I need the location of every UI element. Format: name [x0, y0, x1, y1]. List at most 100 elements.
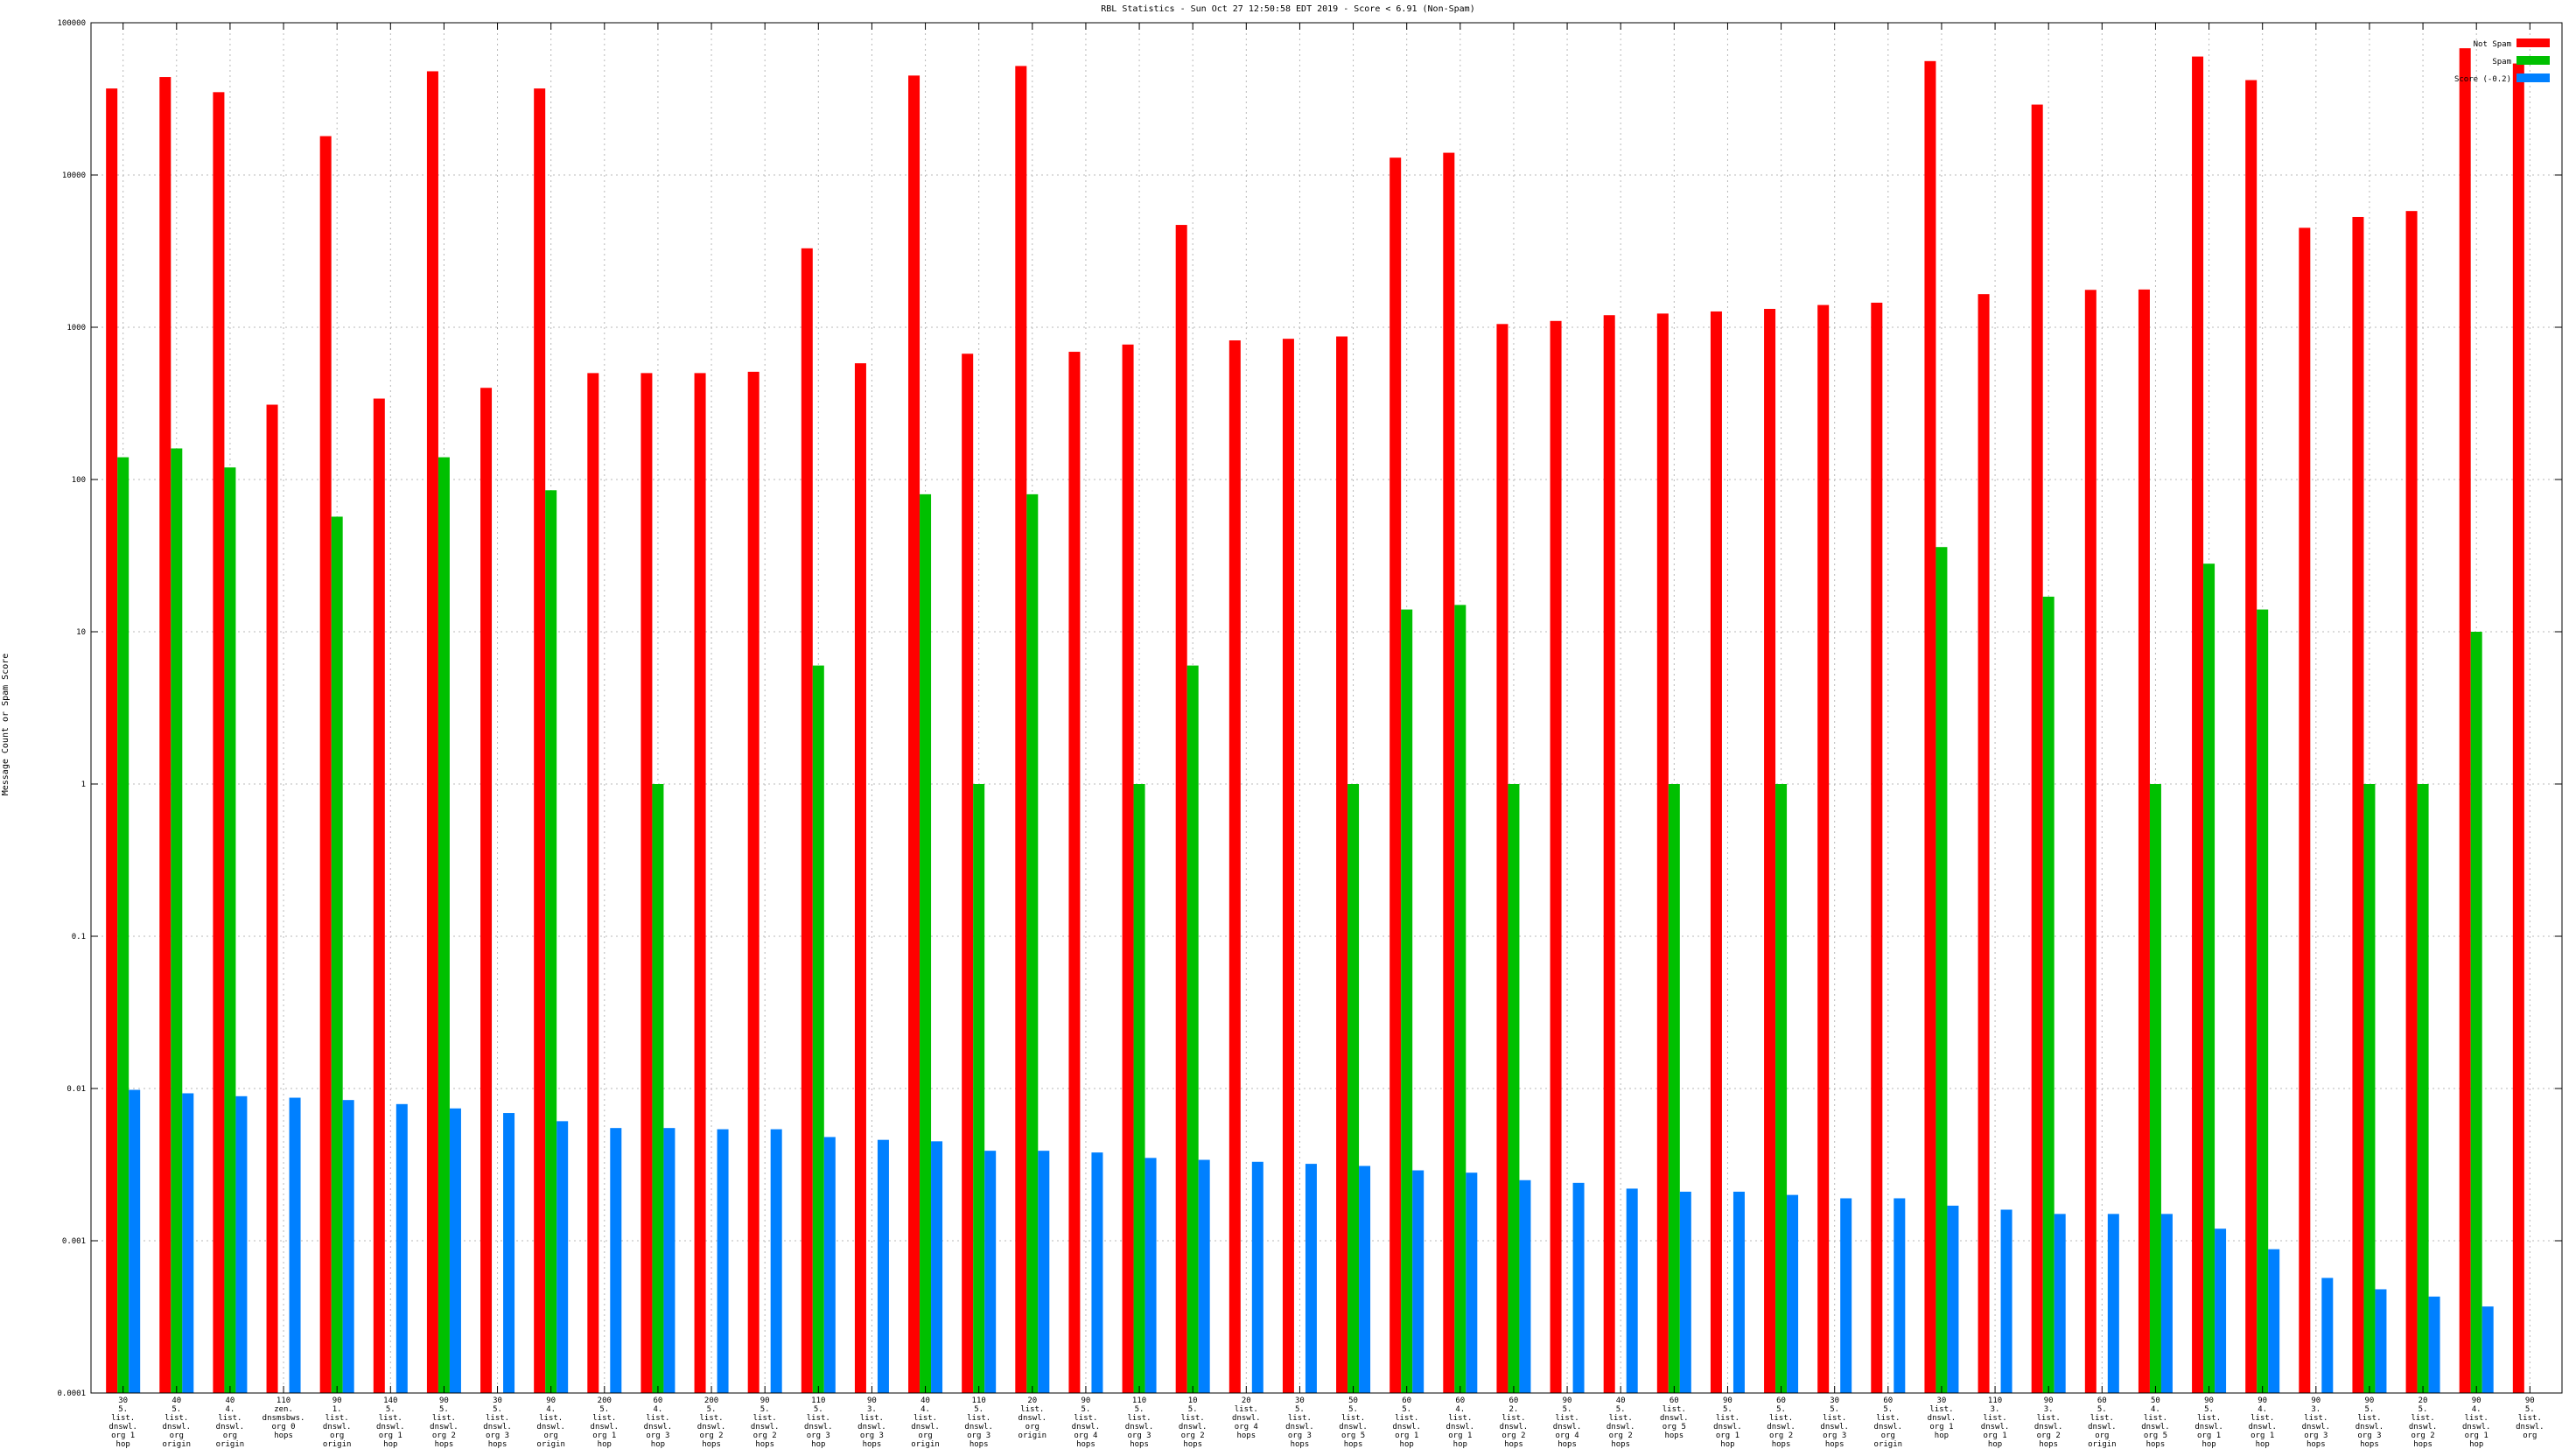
legend-label: Score (-0.2) — [2454, 75, 2511, 84]
x-category-label: 110 zen. dnsmsbws. org 0 hops — [262, 1396, 305, 1440]
x-category-label: 110 5. list. dnswl. org 3 hops — [964, 1396, 993, 1449]
x-category-label: 110 5. list. dnswl. org 3 hops — [1125, 1396, 1154, 1449]
bar-not-spam — [1496, 324, 1508, 1394]
bar-not-spam — [426, 71, 438, 1394]
x-category-label: 60 list. dnswl. org 5 hops — [1660, 1396, 1689, 1440]
bar-score-0-2 — [1466, 1172, 1478, 1393]
bar-spam — [1348, 784, 1360, 1393]
x-axis-ticks: 30 5. list. dnswl. org 1 hop 40 5. list. dnswl. or… — [108, 23, 2544, 1449]
bar-score-0-2 — [1732, 1191, 1745, 1393]
x-category-label: 90 4. list. dnswl. org origin — [536, 1396, 565, 1449]
x-category-label: 90 5. list. dnswl. org 2 hops — [430, 1396, 458, 1449]
bar-score-0-2 — [556, 1121, 569, 1393]
x-category-label: 60 4. list. dnswl. org 1 hop — [1446, 1396, 1475, 1449]
bar-score-0-2 — [1038, 1151, 1050, 1393]
bar-spam — [2203, 564, 2216, 1393]
x-category-label: 90 1. list. dnswl. org origin — [323, 1396, 352, 1449]
bar-not-spam — [319, 136, 332, 1394]
bar-score-0-2 — [823, 1137, 836, 1393]
x-category-label: 40 4. list. dnswl. org origin — [216, 1396, 245, 1449]
bar-score-0-2 — [1572, 1182, 1585, 1393]
bar-not-spam — [1817, 304, 1830, 1393]
bar-score-0-2 — [877, 1139, 889, 1393]
bar-score-0-2 — [1091, 1152, 1103, 1393]
x-category-label: 90 3. list. dnswl. org 2 hops — [2034, 1396, 2063, 1449]
bar-score-0-2 — [2321, 1278, 2334, 1393]
legend-label: Spam — [2492, 58, 2511, 66]
bar-not-spam — [213, 92, 225, 1394]
legend-swatch — [2516, 56, 2550, 65]
bar-spam — [920, 494, 932, 1394]
bar-spam — [1775, 784, 1788, 1393]
x-category-label: 90 3. list. dnswl. org 3 hops — [858, 1396, 886, 1449]
bar-spam — [652, 784, 664, 1393]
x-category-label: 20 list. dnswl. org origin — [1018, 1396, 1047, 1440]
x-category-label: 110 3. list. dnswl. org 1 hop — [1981, 1396, 2010, 1449]
bar-score-0-2 — [1840, 1198, 1852, 1393]
y-tick-label: 100000 — [57, 19, 86, 28]
bar-not-spam — [373, 398, 385, 1393]
bar-not-spam — [2138, 289, 2150, 1393]
bar-score-0-2 — [235, 1096, 248, 1393]
bar-not-spam — [1390, 158, 1402, 1394]
bar-spam — [1668, 784, 1680, 1393]
bar-not-spam — [2245, 80, 2258, 1393]
bar-not-spam — [801, 248, 813, 1393]
x-category-label: 30 list. dnswl. org 1 hop — [1928, 1396, 1956, 1440]
bar-score-0-2 — [610, 1128, 622, 1393]
bar-spam — [1454, 605, 1466, 1393]
bar-spam — [1936, 547, 1948, 1393]
bar-score-0-2 — [449, 1108, 461, 1393]
x-category-label: 20 5. list. dnswl. org 2 hops — [2409, 1396, 2438, 1449]
bar-not-spam — [1764, 309, 1776, 1393]
x-category-label: 90 5. list. dnswl. org 4 hops — [1553, 1396, 1582, 1449]
bar-spam — [2470, 632, 2482, 1393]
bar-not-spam — [2512, 63, 2524, 1394]
bar-score-0-2 — [717, 1129, 729, 1393]
bar-not-spam — [2084, 290, 2096, 1394]
bar-spam — [1026, 494, 1039, 1394]
bar-score-0-2 — [182, 1093, 194, 1393]
x-category-label: 60 5. list. dnswl. org 2 hops — [1767, 1396, 1796, 1449]
bar-spam — [812, 665, 824, 1393]
y-tick-label: 0.001 — [62, 1237, 86, 1246]
y-tick-label: 0.1 — [72, 933, 86, 942]
bar-spam — [1401, 609, 1413, 1393]
bar-spam — [2042, 596, 2054, 1393]
legend-label: Not Spam — [2474, 40, 2511, 49]
x-category-label: 20 list. dnswl. org 4 hops — [1232, 1396, 1261, 1440]
bar-spam — [2149, 784, 2161, 1393]
bar-not-spam — [1656, 313, 1669, 1394]
bar-spam — [1133, 784, 1145, 1393]
bar-spam — [224, 467, 236, 1394]
bar-not-spam — [1924, 60, 1936, 1393]
bar-not-spam — [1015, 66, 1027, 1394]
x-category-label: 90 5. list. dnswl. org — [2516, 1396, 2544, 1440]
bar-not-spam — [962, 354, 974, 1394]
legend: Not Spam Spam Score (-0.2) — [2454, 38, 2550, 84]
bar-not-spam — [2405, 211, 2418, 1393]
bar-not-spam — [587, 373, 599, 1394]
y-tick-label: 10 — [76, 628, 86, 637]
x-category-label: 60 5. list. dnswl. org 1 hop — [1392, 1396, 1421, 1449]
bar-not-spam — [2299, 228, 2311, 1393]
bar-not-spam — [747, 371, 760, 1393]
legend-swatch — [2516, 38, 2550, 47]
bar-not-spam — [1068, 352, 1081, 1393]
bar-not-spam — [854, 363, 866, 1393]
bar-groups — [106, 48, 2524, 1394]
bar-score-0-2 — [1787, 1194, 1799, 1393]
bar-spam — [2417, 784, 2429, 1393]
bar-not-spam — [1175, 225, 1187, 1394]
x-category-label: 90 3. list. dnswl. org 3 hops — [2302, 1396, 2331, 1449]
bar-not-spam — [1710, 311, 1722, 1394]
x-category-label: 110 5. list. dnswl. org 3 hop — [804, 1396, 833, 1449]
bar-score-0-2 — [1947, 1205, 1959, 1393]
bar-score-0-2 — [2482, 1306, 2494, 1393]
bar-not-spam — [1603, 315, 1615, 1394]
bar-spam — [171, 448, 183, 1393]
bar-score-0-2 — [663, 1128, 676, 1393]
bar-not-spam — [1122, 344, 1134, 1393]
x-category-label: 60 5. list. dnswl. org origin — [2088, 1396, 2117, 1449]
